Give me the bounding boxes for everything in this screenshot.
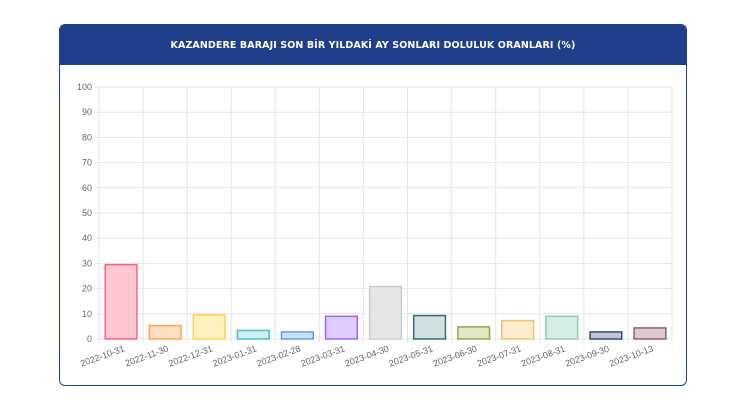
x-tick-label: 2023-07-31	[476, 343, 523, 368]
bars	[104, 263, 667, 340]
y-axis-ticks: 0 10 20 30 40 50 60 70 80 90 100	[77, 82, 92, 344]
bar	[104, 263, 138, 340]
x-tick-label: 2023-05-31	[388, 343, 435, 368]
bar-chart: 0 10 20 30 40 50 60 70 80 90 100 2022-10-312022-11…	[77, 82, 673, 369]
x-tick-label: 2023-03-31	[299, 343, 346, 368]
bar	[545, 315, 579, 340]
y-tick-label: 40	[82, 233, 92, 243]
bar	[236, 329, 270, 340]
bar	[457, 326, 491, 340]
bar	[412, 314, 447, 340]
chart-card: KAZANDERE BARAJI SON BİR YILDAKİ AY SONL…	[59, 24, 687, 386]
x-tick-label: 2022-11-30	[124, 343, 170, 368]
bar	[324, 315, 359, 340]
y-tick-label: 80	[82, 132, 92, 142]
y-tick-label: 90	[82, 107, 92, 117]
bar	[192, 314, 226, 340]
y-tick-label: 50	[82, 208, 92, 218]
x-tick-label: 2023-04-30	[343, 343, 390, 368]
x-tick-label: 2023-06-30	[432, 343, 479, 368]
x-tick-label: 2023-09-30	[564, 343, 611, 368]
bar	[589, 331, 623, 340]
bar	[368, 285, 403, 340]
x-tick-label: 2023-08-31	[520, 343, 567, 368]
y-tick-label: 0	[87, 334, 92, 344]
y-tick-label: 70	[82, 158, 92, 168]
x-tick-label: 2022-10-31	[79, 343, 126, 368]
chart-title: KAZANDERE BARAJI SON BİR YILDAKİ AY SONL…	[60, 25, 686, 65]
bar	[633, 327, 667, 340]
x-axis-ticks: 2022-10-312022-11-302022-12-312023-01-31…	[79, 343, 655, 368]
y-tick-label: 20	[82, 284, 92, 294]
bar	[501, 319, 535, 340]
bar	[280, 331, 314, 340]
y-tick-label: 60	[82, 183, 92, 193]
x-tick-label: 2023-02-28	[255, 343, 302, 368]
y-tick-label: 100	[77, 82, 92, 92]
x-tick-label: 2022-12-31	[167, 343, 214, 368]
x-tick-label: 2023-01-31	[211, 343, 258, 368]
bar	[148, 324, 182, 340]
y-tick-label: 30	[82, 258, 92, 268]
grid	[95, 86, 673, 343]
y-tick-label: 10	[82, 309, 92, 319]
x-tick-label: 2023-10-13	[608, 343, 655, 368]
